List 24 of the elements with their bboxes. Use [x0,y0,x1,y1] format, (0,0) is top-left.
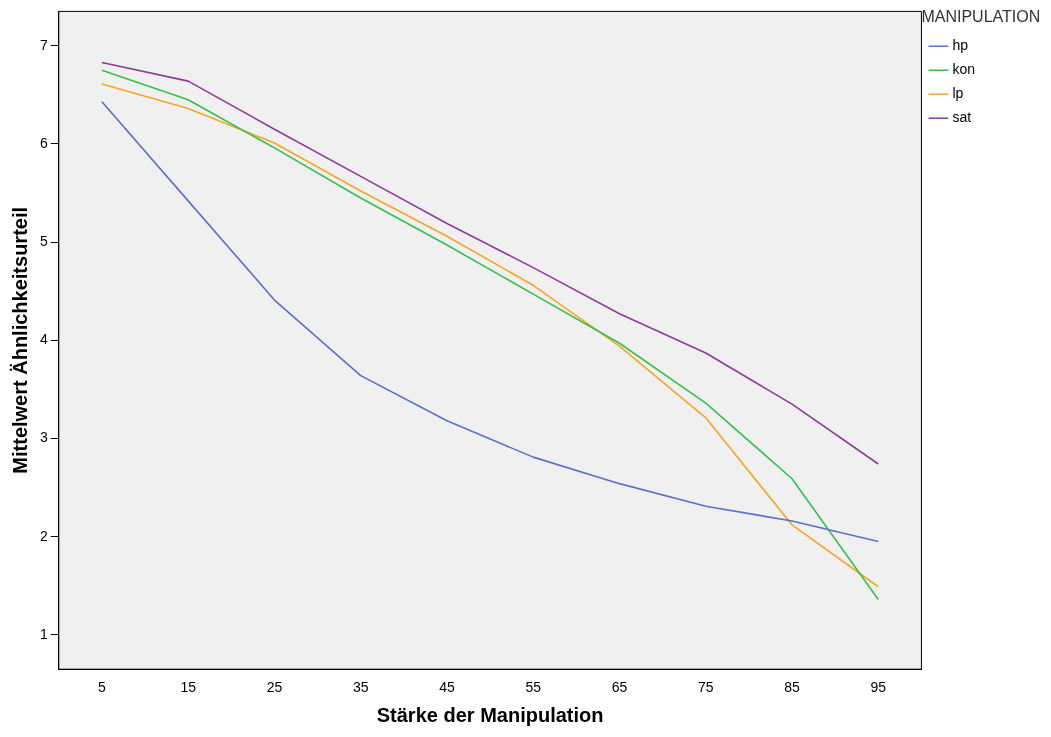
y-tick-label: 5 [39,232,48,249]
y-tick-label: 7 [39,36,48,53]
legend-label: kon [952,61,1032,78]
legend-label: sat [952,109,1028,126]
legend-title: MANIPULATION [921,8,1041,26]
x-tick-label: 65 [611,679,628,696]
y-tick-label: 3 [39,429,48,446]
y-axis-title: Mittelwert Ähnlichkeitsurteil [8,206,31,474]
legend-label: lp [952,85,1020,102]
x-tick-label: 35 [352,679,369,696]
x-tick-label: 55 [525,679,542,696]
x-tick-label: 85 [784,679,801,696]
legend-label: hp [952,37,1025,54]
x-tick-label: 5 [98,679,107,696]
x-tick-label: 15 [180,679,197,696]
x-tick-label: 75 [697,679,714,696]
y-tick-label: 4 [39,331,48,348]
y-tick-label: 1 [39,625,48,642]
x-tick-label: 25 [266,679,283,696]
y-tick-label: 2 [39,527,48,544]
x-tick-label: 45 [439,679,455,696]
x-axis-title: Stärke der Manipulation [376,703,604,726]
y-tick-label: 6 [39,134,48,151]
x-tick-label: 95 [870,679,887,696]
